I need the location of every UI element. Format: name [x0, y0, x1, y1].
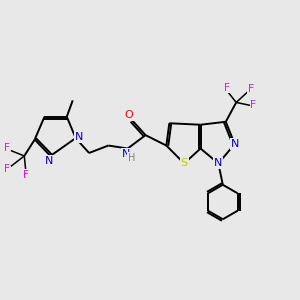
- Text: N: N: [122, 149, 130, 159]
- Text: F: F: [4, 164, 9, 174]
- Text: N: N: [74, 132, 83, 142]
- Text: F: F: [23, 170, 29, 180]
- Text: N: N: [45, 156, 53, 166]
- Text: F: F: [224, 82, 230, 93]
- Text: F: F: [248, 84, 254, 94]
- Text: H: H: [128, 153, 135, 163]
- Text: N: N: [214, 158, 223, 168]
- Text: F: F: [250, 100, 256, 110]
- Text: O: O: [124, 110, 133, 120]
- Text: S: S: [181, 158, 188, 168]
- Text: F: F: [4, 143, 9, 153]
- Text: N: N: [230, 139, 239, 149]
